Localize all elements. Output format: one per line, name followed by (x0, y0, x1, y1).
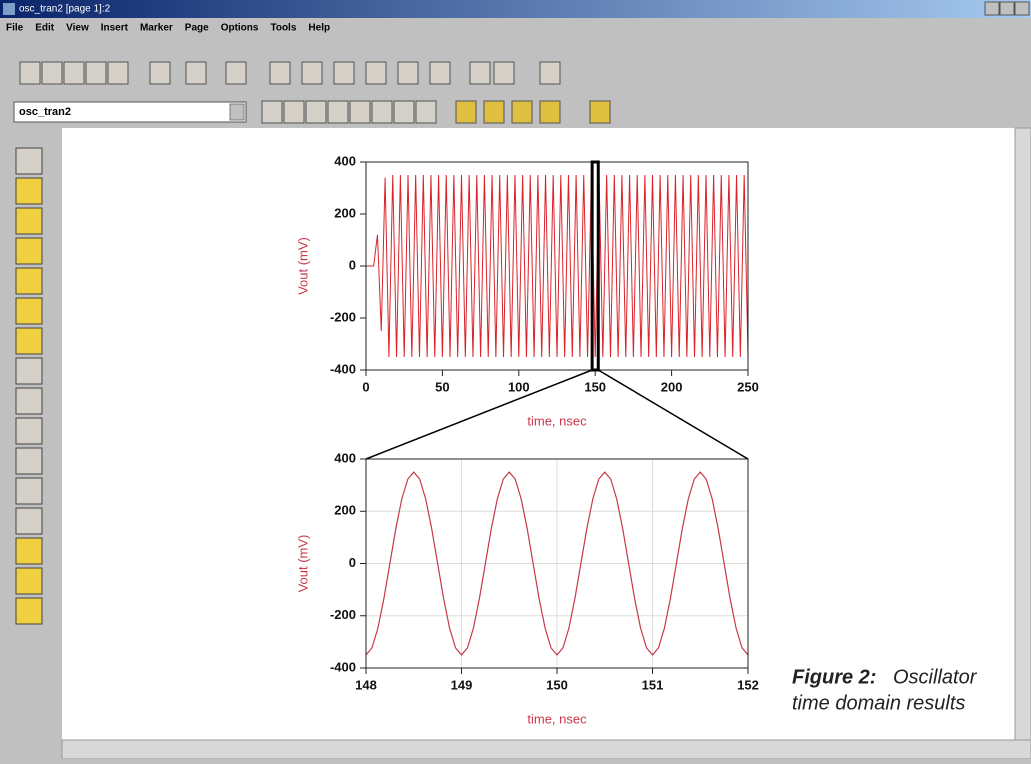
tool-button[interactable] (350, 101, 370, 123)
x-axis-label: time, nsec (527, 413, 587, 428)
palette-button[interactable] (16, 448, 42, 474)
menu-item[interactable]: View (66, 23, 89, 34)
x-tick-label: 149 (451, 677, 473, 692)
menu-item[interactable]: Help (308, 23, 330, 34)
tool-button[interactable] (284, 101, 304, 123)
x-tick-label: 250 (737, 379, 759, 394)
palette-button[interactable] (16, 178, 42, 204)
menu-item[interactable]: Edit (35, 23, 55, 34)
menu-bar: File Edit View Insert Marker Page Options Tools… (6, 23, 330, 34)
tool-button[interactable] (64, 62, 84, 84)
tool-button[interactable] (262, 101, 282, 123)
x-tick-label: 150 (546, 677, 568, 692)
y-tick-label: 200 (334, 503, 356, 518)
palette-button[interactable] (16, 418, 42, 444)
tool-button[interactable] (430, 62, 450, 84)
tool-button[interactable] (20, 62, 40, 84)
tool-button[interactable] (372, 101, 392, 123)
menu-item[interactable]: Marker (140, 23, 173, 34)
tool-button[interactable] (394, 101, 414, 123)
x-tick-label: 152 (737, 677, 759, 692)
tool-button[interactable] (86, 62, 106, 84)
tool-button[interactable] (150, 62, 170, 84)
window-controls[interactable] (985, 2, 1029, 15)
tool-button[interactable] (470, 62, 490, 84)
tool-button[interactable] (512, 101, 532, 123)
maximize-button[interactable] (1000, 2, 1014, 15)
tool-button[interactable] (302, 62, 322, 84)
tool-button[interactable] (270, 62, 290, 84)
y-axis-label: Vout (mV) (295, 237, 310, 295)
y-tick-label: 400 (334, 450, 356, 465)
minimize-button[interactable] (985, 2, 999, 15)
tool-button[interactable] (366, 62, 386, 84)
tool-button[interactable] (334, 62, 354, 84)
palette-button[interactable] (16, 358, 42, 384)
palette-button[interactable] (16, 538, 42, 564)
y-axis-label: Vout (mV) (295, 535, 310, 593)
caption-line: Oscillator (893, 666, 978, 688)
app-icon (3, 3, 15, 15)
x-tick-label: 50 (435, 379, 449, 394)
tool-button[interactable] (590, 101, 610, 123)
palette-button[interactable] (16, 328, 42, 354)
palette-button[interactable] (16, 298, 42, 324)
menu-item[interactable]: File (6, 23, 24, 34)
vertical-scrollbar[interactable] (1015, 128, 1031, 740)
tool-button[interactable] (328, 101, 348, 123)
palette-button[interactable] (16, 478, 42, 504)
palette-button[interactable] (16, 148, 42, 174)
tool-button[interactable] (484, 101, 504, 123)
menu-item[interactable]: Insert (101, 23, 129, 34)
x-tick-label: 0 (362, 379, 369, 394)
design-name: osc_tran2 (19, 106, 71, 118)
caption-line: time domain results (792, 692, 965, 714)
y-tick-label: -400 (330, 659, 356, 674)
menu-item[interactable]: Page (185, 23, 209, 34)
tool-button[interactable] (398, 62, 418, 84)
x-axis-label: time, nsec (527, 711, 587, 726)
y-tick-label: 0 (349, 555, 356, 570)
tool-button[interactable] (108, 62, 128, 84)
palette-button[interactable] (16, 598, 42, 624)
window-title: osc_tran2 [page 1]:2 (19, 4, 111, 15)
y-tick-label: 400 (334, 153, 356, 168)
dropdown-arrow[interactable] (230, 104, 244, 120)
tool-button[interactable] (540, 101, 560, 123)
palette-button[interactable] (16, 238, 42, 264)
y-tick-label: 200 (334, 205, 356, 220)
x-tick-label: 200 (661, 379, 683, 394)
close-button[interactable] (1015, 2, 1029, 15)
tool-button[interactable] (306, 101, 326, 123)
y-tick-label: -200 (330, 607, 356, 622)
palette-button[interactable] (16, 568, 42, 594)
palette-button[interactable] (16, 508, 42, 534)
menu-item[interactable]: Options (221, 23, 259, 34)
x-tick-label: 151 (642, 677, 664, 692)
horizontal-scrollbar[interactable] (62, 740, 1031, 759)
app-window: osc_tran2 [page 1]:2 File Edit View Insert M… (0, 0, 1031, 759)
y-tick-label: -400 (330, 361, 356, 376)
menu-item[interactable]: Tools (270, 23, 296, 34)
tool-button[interactable] (494, 62, 514, 84)
tool-button[interactable] (456, 101, 476, 123)
x-tick-label: 150 (584, 379, 606, 394)
palette-button[interactable] (16, 268, 42, 294)
tool-button[interactable] (226, 62, 246, 84)
x-tick-label: 148 (355, 677, 377, 692)
tool-button[interactable] (42, 62, 62, 84)
tool-button[interactable] (540, 62, 560, 84)
tool-button[interactable] (186, 62, 206, 84)
palette (16, 148, 42, 624)
palette-button[interactable] (16, 208, 42, 234)
y-tick-label: -200 (330, 309, 356, 324)
palette-button[interactable] (16, 388, 42, 414)
caption-label: Figure 2: (792, 666, 876, 688)
tool-button[interactable] (416, 101, 436, 123)
x-tick-label: 100 (508, 379, 530, 394)
y-tick-label: 0 (349, 257, 356, 272)
title-bar (0, 0, 1031, 18)
